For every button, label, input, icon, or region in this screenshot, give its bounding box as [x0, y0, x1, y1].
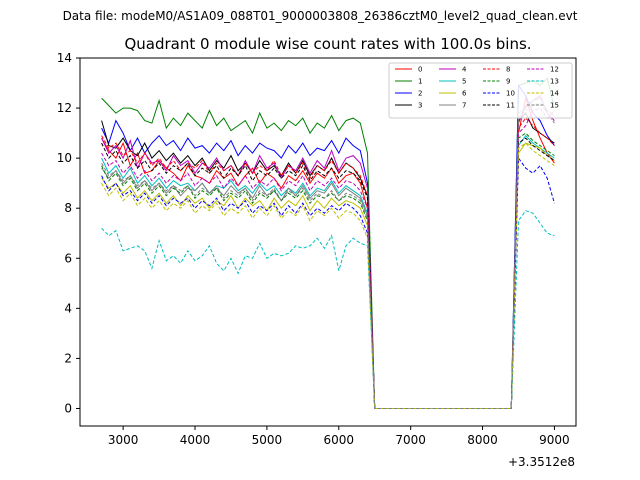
x-tick-label: 8000	[467, 433, 498, 447]
legend-label-13: 13	[550, 78, 559, 86]
x-tick-label: 9000	[539, 433, 570, 447]
series-line-14	[101, 142, 555, 409]
legend-label-3: 3	[418, 102, 422, 110]
legend-label-15: 15	[550, 102, 559, 110]
y-tick-label: 6	[64, 251, 72, 265]
chart-title: Quadrant 0 module wise count rates with …	[124, 35, 531, 53]
y-tick-label: 2	[64, 351, 72, 365]
legend-label-10: 10	[506, 90, 515, 98]
legend-label-6: 6	[462, 90, 467, 98]
series-layer	[101, 76, 555, 409]
legend-label-0: 0	[418, 66, 422, 74]
y-tick-label: 0	[64, 401, 72, 415]
y-tick-label: 12	[57, 101, 72, 115]
y-tick-label: 10	[57, 151, 72, 165]
legend-label-14: 14	[550, 90, 559, 98]
y-tick-label: 14	[57, 51, 72, 65]
legend-label-1: 1	[418, 78, 422, 86]
x-tick-label: 3000	[108, 433, 139, 447]
x-tick-label: 5000	[252, 433, 283, 447]
series-line-15	[101, 102, 555, 409]
axes-frame	[79, 57, 577, 427]
x-tick-label: 6000	[324, 433, 355, 447]
y-tick-label: 8	[64, 201, 72, 215]
y-tick-label: 4	[64, 301, 72, 315]
legend-label-9: 9	[506, 78, 510, 86]
x-tick-label: 7000	[395, 433, 426, 447]
x-tick-label: 4000	[180, 433, 211, 447]
legend-label-2: 2	[418, 90, 422, 98]
legend-label-4: 4	[462, 66, 467, 74]
plot-area	[80, 58, 576, 426]
x-offset-label: +3.3512e8	[508, 455, 575, 469]
legend-label-5: 5	[462, 78, 466, 86]
legend-label-12: 12	[550, 66, 559, 74]
axes-background	[80, 58, 576, 426]
legend-label-7: 7	[462, 102, 466, 110]
file-suptitle: Data file: modeM0/AS1A09_088T01_90000038…	[63, 9, 578, 23]
legend-frame	[388, 62, 573, 119]
legend-label-11: 11	[506, 102, 515, 110]
legend-label-8: 8	[506, 66, 510, 74]
